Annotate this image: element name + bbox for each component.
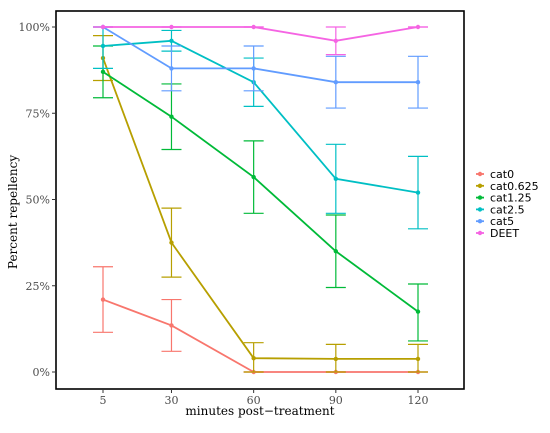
- x-axis-title: minutes post−treatment: [185, 404, 334, 418]
- x-tick-label: 5: [100, 394, 107, 407]
- data-point: [100, 43, 106, 49]
- data-point: [169, 323, 174, 328]
- x-tick-label: 90: [329, 394, 343, 407]
- series-line: [102, 39, 419, 194]
- data-point: [333, 38, 339, 43]
- data-point: [333, 176, 339, 181]
- legend-item: cat0: [476, 168, 514, 181]
- x-tick-label: 120: [408, 394, 429, 407]
- data-point: [251, 66, 256, 71]
- data-point: [169, 240, 174, 245]
- data-point: [169, 38, 174, 43]
- axes: 0% 25% 50% 75% 100% 5 30 60 90 120: [19, 10, 465, 407]
- plot-panel-border: [55, 10, 465, 390]
- legend-label: cat0.625: [490, 180, 539, 193]
- legend-item: cat1.25: [476, 192, 532, 205]
- data-point: [333, 249, 339, 254]
- x-tick-label: 30: [164, 394, 178, 407]
- y-axis-title: Percent repellency: [6, 155, 20, 269]
- data-point: [169, 66, 174, 71]
- legend-swatch-point: [477, 219, 483, 224]
- series-line: [102, 71, 419, 313]
- plot-area: [93, 24, 428, 375]
- data-point: [333, 356, 339, 362]
- data-point: [415, 309, 421, 314]
- legend-swatch-point: [477, 195, 483, 200]
- y-tick-label: 100%: [19, 21, 50, 34]
- data-point: [100, 24, 106, 30]
- x-tick-label: 60: [247, 394, 261, 407]
- series-line: [102, 298, 418, 373]
- series-cat2.5: [93, 26, 428, 230]
- data-point: [415, 24, 421, 30]
- data-point: [251, 24, 256, 30]
- legend-swatch-point: [477, 171, 483, 177]
- data-point: [169, 114, 174, 119]
- data-point: [251, 174, 256, 180]
- legend-label: cat5: [490, 215, 514, 228]
- legend-item: cat0.625: [476, 180, 539, 193]
- legend-swatch-point: [477, 207, 483, 212]
- legend-swatch-point: [477, 183, 483, 188]
- legend-label: DEET: [490, 227, 519, 240]
- data-point: [415, 356, 421, 362]
- data-point: [415, 80, 421, 85]
- y-tick-label: 0%: [33, 366, 50, 379]
- data-point: [100, 297, 106, 302]
- legend-label: cat1.25: [490, 192, 532, 205]
- legend-label: cat2.5: [490, 203, 525, 216]
- y-tick-label: 25%: [26, 280, 50, 293]
- series-line: [103, 26, 419, 42]
- data-point: [333, 80, 339, 85]
- data-point: [251, 356, 256, 361]
- data-point: [415, 190, 421, 195]
- y-tick-label: 50%: [26, 194, 50, 207]
- series-DEET: [93, 24, 428, 56]
- legend-item: cat2.5: [476, 203, 525, 216]
- data-point: [169, 24, 174, 30]
- series-cat5: [93, 24, 428, 109]
- legend-swatch-point: [477, 230, 483, 236]
- y-tick-label: 75%: [26, 107, 50, 120]
- legend-item: cat5: [476, 215, 514, 228]
- legend-item: DEET: [476, 227, 519, 240]
- data-point: [100, 69, 106, 75]
- series-cat0.625: [93, 35, 428, 373]
- legend-label: cat0: [490, 168, 514, 181]
